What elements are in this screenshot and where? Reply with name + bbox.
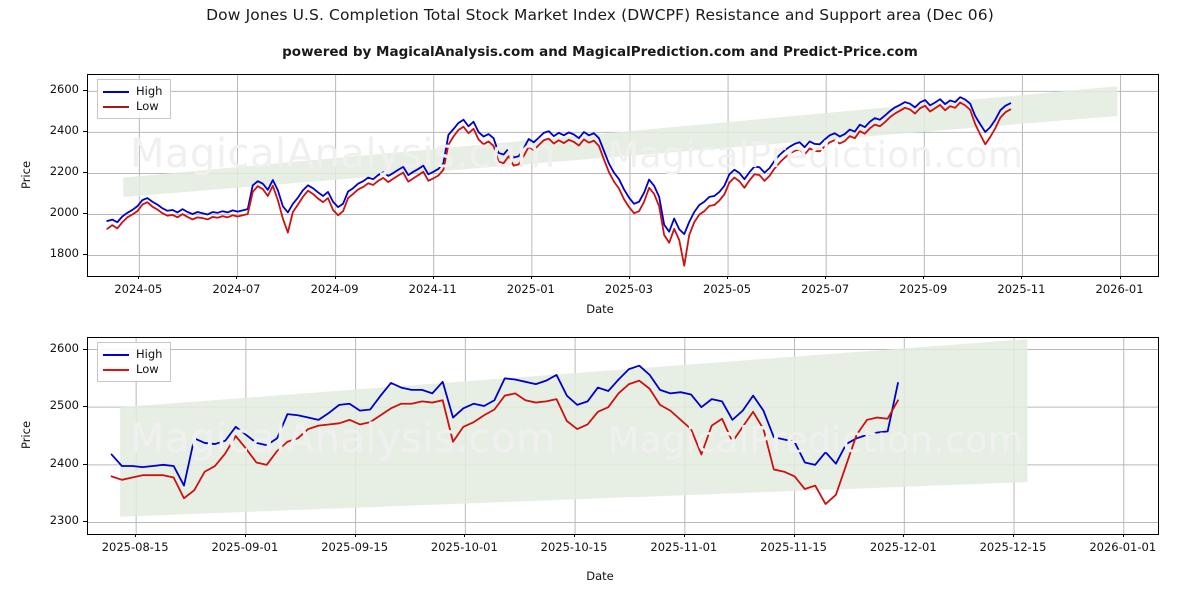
low-line-swatch-icon: [103, 105, 129, 108]
legend-label-low: Low: [136, 362, 159, 376]
high-line-swatch-icon: [103, 90, 129, 93]
x-tick-mark: [923, 275, 925, 279]
legend-label-high: High: [136, 347, 163, 361]
low-line-swatch-icon: [103, 368, 129, 371]
y-tick-label: 2600: [49, 340, 79, 355]
y-tick-mark: [83, 463, 87, 465]
y-tick-label: 2400: [49, 455, 79, 470]
x-tick-mark: [135, 533, 137, 537]
overview-x-axis-label: Date: [586, 302, 614, 316]
y-tick-label: 2200: [49, 164, 79, 179]
overview-plot-area[interactable]: MagicalAnalysis.com MagicalPrediction.co…: [87, 74, 1159, 277]
x-tick-label: 2025-11-15: [760, 540, 827, 554]
x-tick-label: 2025-03: [604, 282, 653, 296]
x-tick-mark: [727, 275, 729, 279]
x-tick-label: 2024-09: [310, 282, 359, 296]
y-tick-label: 2000: [49, 205, 79, 220]
x-tick-mark: [334, 275, 336, 279]
x-tick-mark: [1119, 275, 1121, 279]
y-tick-mark: [83, 172, 87, 174]
x-tick-label: 2025-09-15: [321, 540, 389, 554]
x-tick-label: 2025-09: [899, 282, 948, 296]
x-tick-mark: [236, 275, 238, 279]
x-tick-label: 2024-05: [114, 282, 163, 296]
overview-series-svg: [88, 75, 1158, 276]
y-tick-mark: [83, 131, 87, 133]
x-tick-label: 2025-07: [801, 282, 850, 296]
x-tick-mark: [1013, 533, 1015, 537]
x-tick-mark: [432, 275, 434, 279]
x-tick-mark: [793, 533, 795, 537]
x-tick-mark: [464, 533, 466, 537]
zoomed-series-svg: [88, 338, 1158, 534]
y-tick-mark: [83, 254, 87, 256]
legend-label-high: High: [136, 84, 163, 98]
y-tick-mark: [83, 521, 87, 523]
legend-row-high: High: [103, 84, 162, 99]
x-tick-mark: [354, 533, 356, 537]
legend-row-high-zoomed: High: [103, 347, 162, 362]
x-tick-label: 2026-01: [1095, 282, 1144, 296]
zoomed-x-axis-label: Date: [586, 569, 614, 583]
x-tick-mark: [903, 533, 905, 537]
y-tick-mark: [83, 90, 87, 92]
y-tick-label: 1800: [49, 246, 79, 261]
x-tick-label: 2024-07: [212, 282, 261, 296]
y-tick-label: 2600: [49, 82, 79, 97]
x-tick-label: 2025-05: [703, 282, 752, 296]
x-tick-label: 2025-11-01: [650, 540, 718, 554]
legend-row-low-zoomed: Low: [103, 362, 162, 377]
x-tick-mark: [244, 533, 246, 537]
x-tick-mark: [138, 275, 140, 279]
x-tick-label: 2025-12-15: [979, 540, 1047, 554]
x-tick-label: 2025-08-15: [101, 540, 169, 554]
legend-label-low: Low: [136, 99, 159, 113]
x-tick-mark: [1021, 275, 1023, 279]
x-tick-mark: [628, 275, 630, 279]
x-tick-label: 2025-11: [997, 282, 1046, 296]
x-tick-label: 2025-01: [506, 282, 555, 296]
x-tick-label: 2025-10-01: [430, 540, 498, 554]
y-tick-mark: [83, 213, 87, 215]
x-tick-mark: [530, 275, 532, 279]
high-line-swatch-icon: [103, 353, 129, 356]
x-tick-label: 2024-11: [408, 282, 457, 296]
y-tick-mark: [83, 348, 87, 350]
watermark-right: MagicalPrediction.com: [608, 135, 1024, 176]
watermark-left: MagicalAnalysis.com: [130, 131, 556, 177]
legend-row-low: Low: [103, 99, 162, 114]
page-title: Dow Jones U.S. Completion Total Stock Ma…: [206, 6, 994, 24]
x-tick-mark: [1122, 533, 1124, 537]
y-tick-label: 2300: [49, 513, 79, 528]
x-tick-label: 2025-10-15: [540, 540, 608, 554]
zoomed-plot-area[interactable]: MagicalAnalysis.com MagicalPrediction.co…: [87, 337, 1159, 535]
overview-legend[interactable]: High Low: [97, 79, 172, 119]
watermark-right-zoomed: MagicalPrediction.com: [608, 420, 1024, 461]
x-tick-mark: [683, 533, 685, 537]
x-tick-mark: [825, 275, 827, 279]
x-tick-label: 2025-12-01: [869, 540, 937, 554]
page-subtitle: powered by MagicalAnalysis.com and Magic…: [282, 44, 918, 60]
y-tick-label: 2400: [49, 123, 79, 138]
zoomed-legend[interactable]: High Low: [97, 342, 172, 382]
x-tick-label: 2025-09-01: [211, 540, 279, 554]
x-tick-mark: [574, 533, 576, 537]
watermark-left-zoomed: MagicalAnalysis.com: [130, 416, 556, 462]
y-tick-label: 2500: [49, 398, 79, 413]
y-tick-mark: [83, 406, 87, 408]
x-tick-label: 2026-01-01: [1089, 540, 1157, 554]
